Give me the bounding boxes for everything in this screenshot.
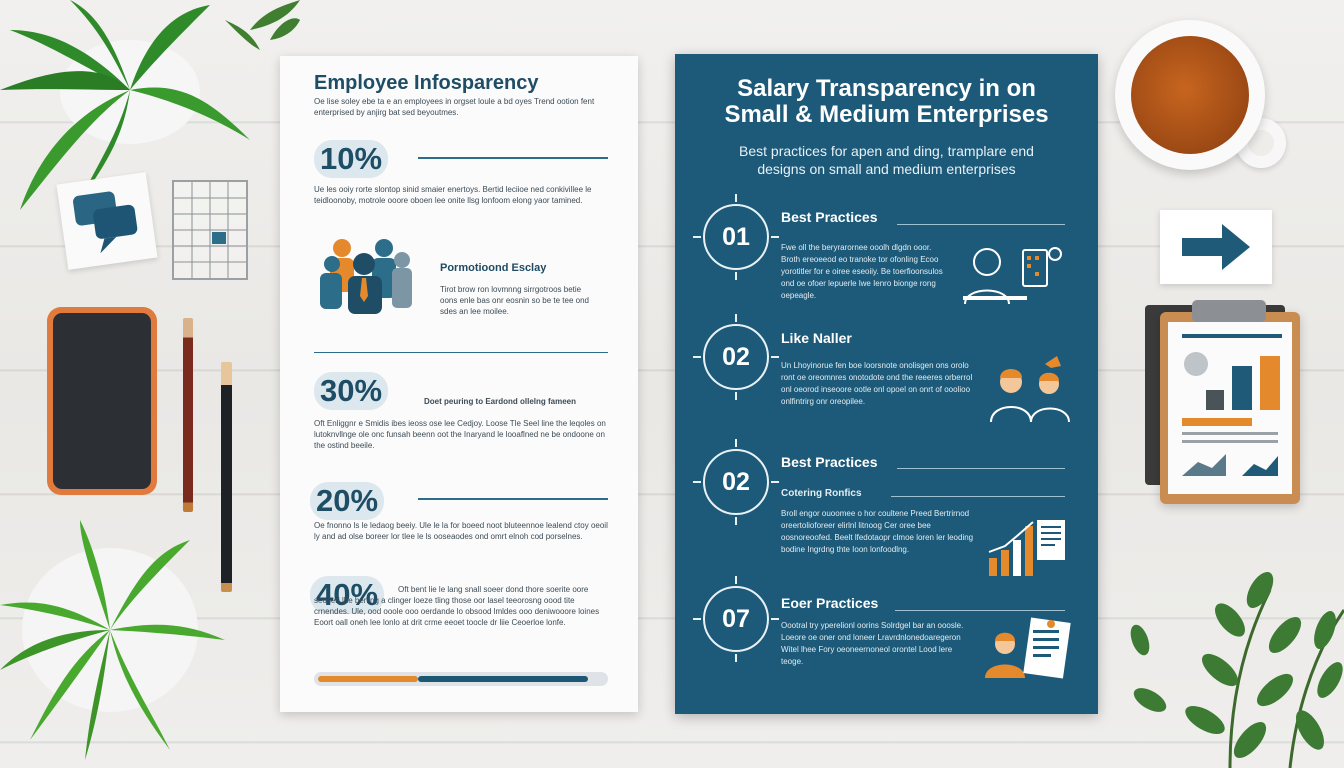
section-number: 02 xyxy=(703,449,769,515)
section-3-title: Best Practices xyxy=(781,454,878,470)
badge-tick xyxy=(735,392,737,400)
left-sheet-intro: Oe lise soley ebe ta e an employees in o… xyxy=(314,97,595,117)
section-3-subtitle: Cotering Ronfics xyxy=(781,488,862,499)
title-line-2: Small & Medium Enterprises xyxy=(724,101,1049,128)
chat-card xyxy=(56,172,158,270)
smartphone xyxy=(47,307,157,495)
stat-20-percent: 20% xyxy=(310,482,385,520)
section-rule xyxy=(891,496,1065,497)
grid-card xyxy=(172,180,248,280)
pencil-brown xyxy=(183,318,193,512)
badge-tick xyxy=(735,654,737,662)
badge-tick xyxy=(693,236,701,238)
promotion-text: Tirot brow ron lovmnng sirrgotroos betie… xyxy=(440,285,589,316)
phone-screen xyxy=(53,313,151,489)
people-group-icon xyxy=(320,239,412,314)
section-1-number-badge: 01 xyxy=(693,194,779,280)
team-icon xyxy=(990,356,1070,423)
divider xyxy=(418,498,608,500)
section-1-title: Best Practices xyxy=(781,209,878,225)
section-4-text: Oootral try yperelionl oorins Solrdgel b… xyxy=(781,621,964,666)
report-chart-icon xyxy=(1182,334,1282,476)
section-4-title: Eoer Practices xyxy=(781,595,879,611)
section-rule xyxy=(897,224,1065,225)
badge-tick xyxy=(735,576,737,584)
chat-bubble-icon xyxy=(73,191,138,254)
section-number: 07 xyxy=(703,586,769,652)
section-rule xyxy=(897,468,1065,469)
section-1-text: Fwe oll the beryrarornee ooolh dlgdn ooo… xyxy=(781,243,943,300)
clipboard-paper xyxy=(1168,322,1292,494)
stat-30-percent: 30% xyxy=(314,372,389,410)
pencil-black xyxy=(221,362,232,592)
stat-40-percent: 40% xyxy=(310,576,385,614)
subtitle-line-2: designs on small and medium enterprises xyxy=(757,161,1016,177)
badge-tick xyxy=(771,618,779,620)
right-sheet-subtitle: Best practices for apen and ding, trampl… xyxy=(675,142,1098,178)
section-rule xyxy=(895,610,1065,611)
badge-tick xyxy=(735,272,737,280)
right-sheet-title: Salary Transparency in on Small & Medium… xyxy=(675,76,1098,128)
plant-bottom-right xyxy=(1130,571,1344,768)
promotion-heading: Pormotioond Esclay xyxy=(440,262,547,274)
badge-tick xyxy=(735,194,737,202)
badge-tick xyxy=(771,481,779,483)
potted-plant-top-left xyxy=(0,0,300,210)
section-4-number-badge: 07 xyxy=(693,576,779,662)
badge-tick xyxy=(771,236,779,238)
badge-tick xyxy=(735,439,737,447)
tea-cup xyxy=(1115,20,1265,170)
badge-tick xyxy=(735,314,737,322)
left-infographic-sheet: Employee Infosparency Oe lise soley ebe … xyxy=(280,56,638,712)
section-2-number-badge: 02 xyxy=(693,314,779,400)
clipboard-clip xyxy=(1192,300,1266,322)
section-3-text: Broll engor ouoomee o hor coultene Preed… xyxy=(781,509,974,554)
progress-bar xyxy=(314,672,608,686)
stat-30-heading: Doet peuring to Eardond ollelng fameen xyxy=(424,397,577,406)
consultant-icon xyxy=(963,247,1062,305)
subtitle-line-1: Best practices for apen and ding, trampl… xyxy=(739,143,1034,159)
badge-tick xyxy=(735,517,737,525)
stat-30-text: Oft Enliggnr e Smidis ibes ieoss ose lee… xyxy=(314,419,606,450)
right-infographic-sheet: Salary Transparency in on Small & Medium… xyxy=(675,54,1098,714)
stat-40-text: Oft bent lie le lang snall soeer dond th… xyxy=(314,585,600,627)
section-2-title: Like Naller xyxy=(781,330,852,346)
progress-fill-orange xyxy=(318,676,418,682)
divider xyxy=(418,157,608,159)
section-number: 02 xyxy=(703,324,769,390)
badge-tick xyxy=(693,356,701,358)
stat-20-text: Oe fnonno ls le ledaog beeiy. Ule le la … xyxy=(314,521,608,541)
section-3-number-badge: 02 xyxy=(693,439,779,525)
arrow-right-icon xyxy=(1182,224,1250,270)
section-number: 01 xyxy=(703,204,769,270)
stat-10-percent: 10% xyxy=(314,140,389,178)
tea xyxy=(1131,36,1249,154)
manager-document-icon xyxy=(985,617,1071,679)
left-sheet-title: Employee Infosparency xyxy=(314,72,539,94)
badge-tick xyxy=(693,481,701,483)
arrow-card xyxy=(1160,210,1272,284)
progress-fill-navy xyxy=(418,676,588,682)
title-line-1: Salary Transparency in on xyxy=(737,75,1036,102)
divider xyxy=(314,352,608,353)
badge-tick xyxy=(771,356,779,358)
section-2-text: Un Lhoyinorue fen boe loorsnote onolisge… xyxy=(781,361,973,406)
grid-icon xyxy=(174,182,246,278)
growth-chart-icon xyxy=(988,520,1065,576)
potted-plant-bottom-left xyxy=(0,520,225,760)
stat-10-text: Ue les ooiy rorte slontop sinid smaier e… xyxy=(314,185,592,205)
badge-tick xyxy=(693,618,701,620)
